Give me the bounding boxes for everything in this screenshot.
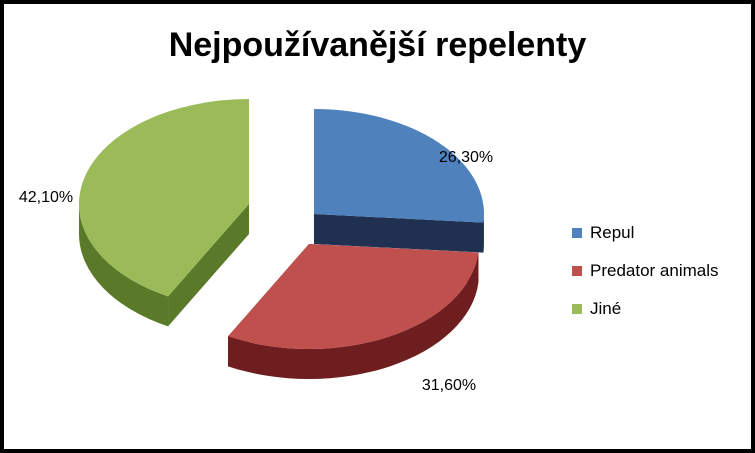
pie-chart: 26,30% 31,60% 42,10%: [19, 99, 493, 394]
data-label-repul: 26,30%: [439, 149, 493, 166]
data-label-jine: 42,10%: [19, 189, 73, 206]
legend-swatch-predator-animals: [572, 266, 582, 276]
slice-side-jine: [78, 204, 169, 327]
slice-repul: [314, 109, 484, 223]
chart-title: Nejpoužívanější repelenty: [168, 26, 587, 64]
legend-label-repul: Repul: [590, 223, 635, 242]
slice-side-repul: [483, 214, 484, 253]
legend-label-predator-animals: Predator animals: [590, 261, 719, 280]
legend-swatch-jine: [572, 304, 582, 314]
slice-cut-repul-end: [314, 214, 484, 253]
slice-side-predator-animals: [228, 252, 479, 380]
slice-jine: [78, 99, 249, 297]
data-label-predator-animals: 31,60%: [422, 377, 476, 394]
slice-predator-animals: [228, 244, 479, 350]
legend-label-jine: Jiné: [590, 299, 622, 318]
legend: Repul Predator animals Jiné: [572, 214, 719, 328]
slice-cut-jine-start: [168, 204, 249, 327]
legend-item-repul: Repul: [572, 214, 719, 252]
pie-tops: [78, 99, 484, 350]
legend-item-jine: Jiné: [572, 290, 719, 328]
legend-swatch-repul: [572, 228, 582, 238]
legend-item-predator-animals: Predator animals: [572, 252, 719, 290]
